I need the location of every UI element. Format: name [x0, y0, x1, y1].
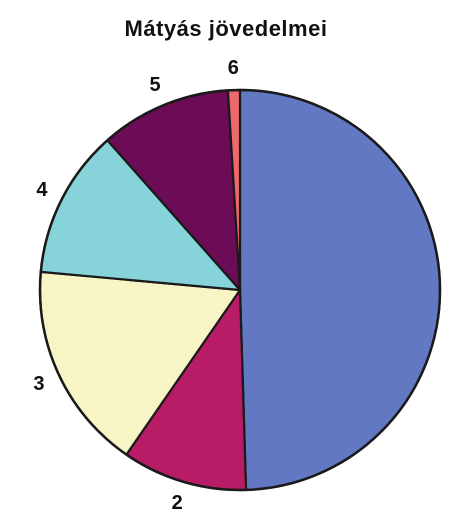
pie-label-3: 3	[33, 373, 44, 395]
chart-title: Mátyás jövedelmei	[124, 16, 328, 41]
pie-label-2: 2	[172, 492, 183, 514]
pie-label-4: 4	[36, 179, 48, 201]
pie-label-6: 6	[228, 57, 239, 79]
pie-outline	[38, 88, 442, 492]
pie-label-5: 5	[149, 74, 160, 96]
pie-slice-1	[238, 88, 442, 492]
